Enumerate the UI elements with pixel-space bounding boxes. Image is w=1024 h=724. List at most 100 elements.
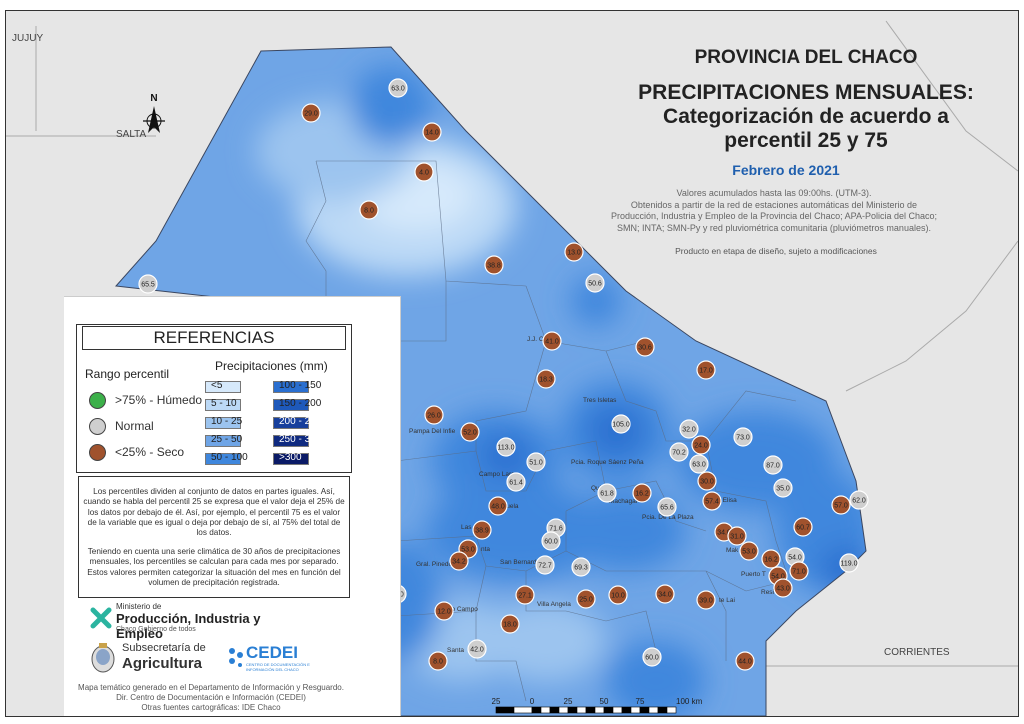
station-circle: [849, 490, 869, 510]
station-circle: [428, 651, 448, 671]
place-label: te Lai: [719, 597, 735, 604]
precip-heading: Precipitaciones (mm): [215, 359, 328, 373]
station-marker[interactable]: 24.0: [691, 435, 711, 455]
station-value: 53.0: [742, 548, 756, 555]
station-marker[interactable]: 13.0: [564, 242, 584, 262]
station-marker[interactable]: 16.2: [632, 483, 652, 503]
precip-swatch: [273, 381, 309, 393]
station-circle: [632, 483, 652, 503]
precip-label: 100 - 150: [279, 380, 322, 391]
station-marker[interactable]: 14.0: [422, 122, 442, 142]
station-marker[interactable]: 73.0: [733, 427, 753, 447]
station-marker[interactable]: 50.6: [585, 273, 605, 293]
station-marker[interactable]: 61.8: [597, 483, 617, 503]
north-arrow-icon: N: [143, 93, 165, 133]
station-marker[interactable]: 41.0: [542, 331, 562, 351]
station-marker[interactable]: 119.0: [839, 553, 859, 573]
station-marker[interactable]: 69.3: [571, 557, 591, 577]
station-marker[interactable]: 8.0: [428, 651, 448, 671]
station-circle: [655, 584, 675, 604]
station-marker[interactable]: 43.0: [773, 578, 793, 598]
credits-line-2: Dir. Centro de Documentación e Informaci…: [116, 693, 306, 702]
place-label: Machagai: [609, 498, 637, 505]
station-marker[interactable]: 57.4: [702, 491, 722, 511]
station-marker[interactable]: 34.2: [449, 551, 469, 571]
station-marker[interactable]: 60.0: [642, 647, 662, 667]
station-marker[interactable]: 26.0: [424, 405, 444, 425]
scale-segment: [594, 706, 605, 714]
station-circle: [541, 531, 561, 551]
station-marker[interactable]: 87.0: [763, 455, 783, 475]
precip-label: 200 - 250: [279, 416, 322, 427]
station-marker[interactable]: 8.0: [359, 200, 379, 220]
station-circle: [496, 437, 516, 457]
station-circle: [611, 414, 631, 434]
station-circle: [488, 496, 508, 516]
station-marker[interactable]: 105.0: [611, 414, 631, 434]
place-label: Las: [461, 524, 472, 531]
station-marker[interactable]: 4.0: [414, 162, 434, 182]
station-circle: [679, 419, 699, 439]
station-marker[interactable]: 27.1: [515, 585, 535, 605]
station-marker[interactable]: 60.0: [541, 531, 561, 551]
station-marker[interactable]: 18.3: [536, 369, 556, 389]
station-marker[interactable]: 39.0: [696, 590, 716, 610]
station-markers: 63.0 29.0 14.0 4.0 8.0 13.0 38.8 65.5 50.6 41.0 30…: [138, 78, 869, 671]
precip-swatch: [205, 399, 241, 411]
station-value: 12.0: [437, 608, 451, 615]
title-main: PRECIPITACIONES MENSUALES:: [638, 81, 974, 104]
station-marker[interactable]: 30.0: [697, 471, 717, 491]
cedei-logo: CEDEI CENTRO DE DOCUMENTACIÓN E INFORMAC…: [226, 641, 326, 677]
station-marker[interactable]: 65.6: [657, 497, 677, 517]
station-marker[interactable]: 48.0: [488, 496, 508, 516]
station-marker[interactable]: 38.8: [484, 255, 504, 275]
station-marker[interactable]: 10.0: [608, 585, 628, 605]
explanation-box: Los percentiles dividen al conjunto de d…: [78, 476, 350, 598]
station-marker[interactable]: 113.0: [496, 437, 516, 457]
station-marker[interactable]: 38.9: [472, 520, 492, 540]
station-marker[interactable]: 71.0: [789, 561, 809, 581]
station-marker[interactable]: 18.0: [500, 614, 520, 634]
station-marker[interactable]: 42.0: [467, 639, 487, 659]
agricultura-text: Agricultura: [122, 655, 203, 672]
station-value: 53.0: [461, 546, 475, 553]
station-marker[interactable]: 70.2: [669, 442, 689, 462]
station-marker[interactable]: 65.5: [138, 274, 158, 294]
station-marker[interactable]: 16.2: [761, 549, 781, 569]
precip-label: 25 - 50: [211, 434, 243, 445]
precip-label: 250 - 300: [279, 434, 322, 445]
station-marker[interactable]: 34.0: [655, 584, 675, 604]
station-marker[interactable]: 72.7: [535, 555, 555, 575]
scale-label: 25: [492, 697, 501, 706]
title-sub1: Categorización de acuerdo a: [663, 105, 949, 128]
station-value: 34.0: [658, 591, 672, 598]
station-marker[interactable]: 52.0: [460, 422, 480, 442]
station-marker[interactable]: 51.0: [526, 452, 546, 472]
station-marker[interactable]: 35.0: [773, 478, 793, 498]
station-marker[interactable]: 12.0: [434, 601, 454, 621]
station-marker[interactable]: 62.0: [849, 490, 869, 510]
station-marker[interactable]: 60.7: [793, 517, 813, 537]
station-marker[interactable]: 25.0: [576, 589, 596, 609]
scale-segment: [612, 706, 623, 714]
station-marker[interactable]: 29.0: [301, 103, 321, 123]
place-label: Pcia. Roque Sáenz Peña: [571, 459, 644, 466]
station-marker[interactable]: 44.0: [735, 651, 755, 671]
station-circle: [727, 526, 747, 546]
station-marker[interactable]: 63.0: [689, 454, 709, 474]
station-marker[interactable]: 31.0: [727, 526, 747, 546]
station-marker[interactable]: 30.6: [635, 337, 655, 357]
station-marker[interactable]: 32.0: [679, 419, 699, 439]
scale-segment: [639, 706, 650, 714]
place-label: nta: [481, 546, 490, 553]
station-marker[interactable]: 53.0: [739, 541, 759, 561]
station-marker[interactable]: 17.0: [696, 360, 716, 380]
station-marker[interactable]: 63.0: [388, 78, 408, 98]
date-label: Febrero de 2021: [732, 162, 840, 178]
station-marker[interactable]: 61.4: [506, 472, 526, 492]
percentile-dry-label: <25% - Seco: [115, 445, 185, 459]
station-marker[interactable]: 57.0: [831, 495, 851, 515]
scale-label: 100 km: [676, 697, 703, 706]
station-value: 41.0: [545, 338, 559, 345]
scale-segment: [585, 706, 596, 714]
